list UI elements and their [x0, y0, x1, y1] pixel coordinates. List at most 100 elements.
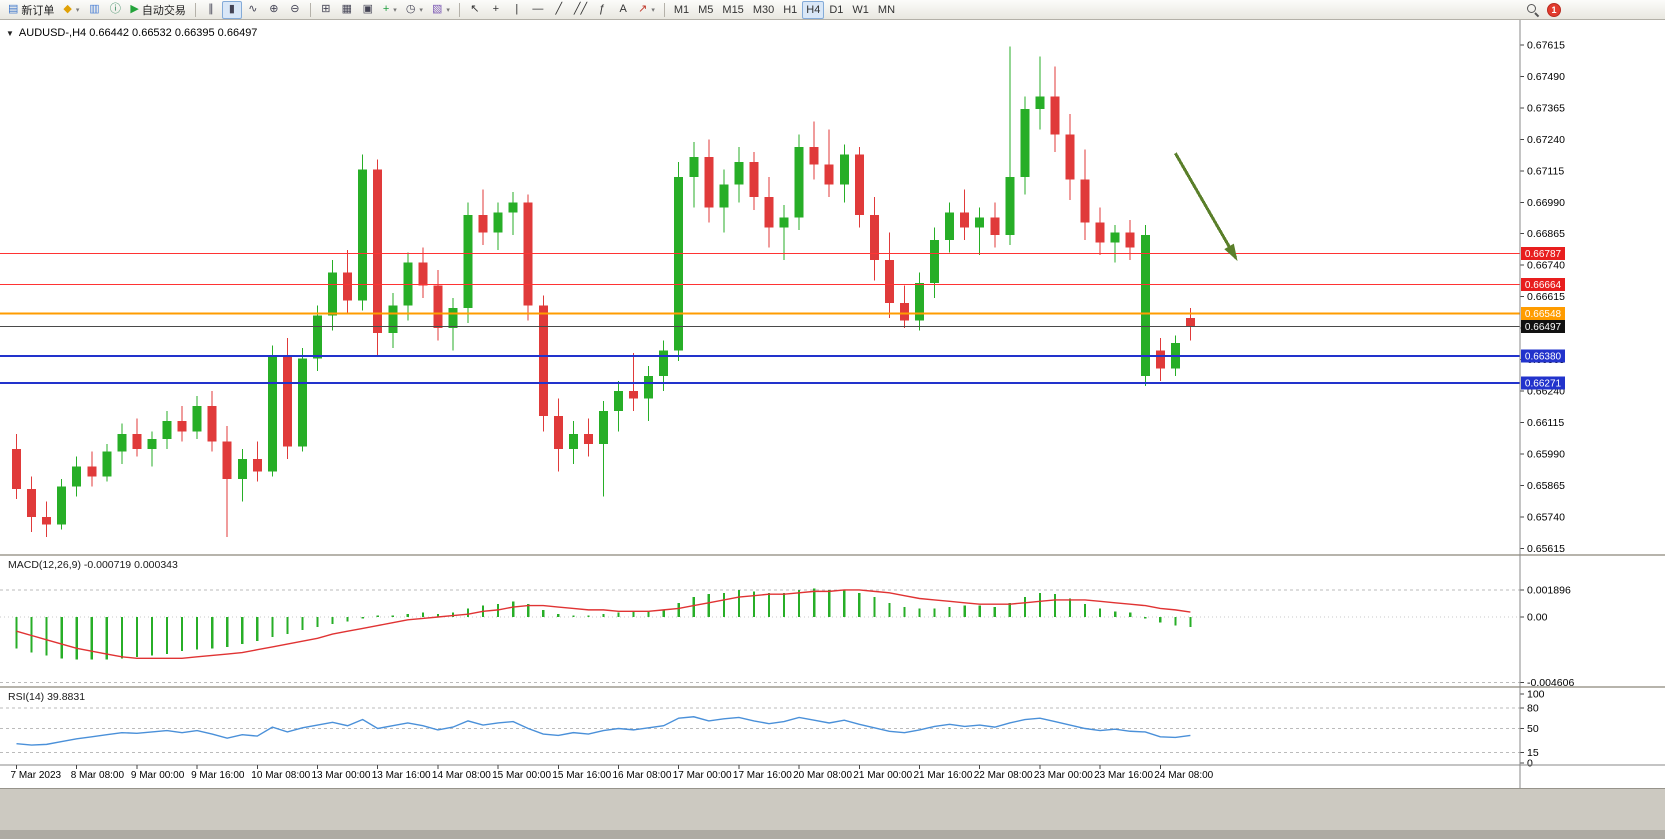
channel-tool-button[interactable]: ╱╱: [570, 1, 591, 19]
auto-arrange-button[interactable]: ▦: [337, 1, 357, 19]
candle: [222, 426, 232, 537]
time-axis-label: 16 Mar 08:00: [613, 770, 672, 781]
candle: [538, 295, 548, 432]
data-window-button[interactable]: ⓘ: [105, 1, 125, 19]
zoom-out-button[interactable]: ⊖: [285, 1, 305, 19]
timeframe-d1[interactable]: D1: [825, 1, 847, 19]
toolbar-separator: [663, 2, 665, 17]
price-axis-label: 0.66865: [1527, 228, 1565, 240]
chevron-down-icon: ▾: [393, 6, 397, 14]
time-axis-label: 23 Mar 00:00: [1034, 770, 1093, 781]
vertical-line-tool-icon: |: [515, 3, 519, 15]
bar-chart-button[interactable]: ∥: [201, 1, 221, 19]
chart-profiles-icon: ◆: [63, 3, 72, 15]
vertical-line-tool-button[interactable]: |: [507, 1, 527, 19]
candle: [809, 121, 819, 180]
new-order-button[interactable]: ▤ 新订单: [4, 1, 58, 19]
candle: [523, 194, 533, 321]
price-axis-label: 0.67240: [1527, 134, 1565, 146]
price-axis-label: 0.66115: [1527, 417, 1564, 429]
time-axis-label: 8 Mar 08:00: [71, 770, 125, 781]
time-axis-label: 15 Mar 00:00: [492, 770, 551, 781]
rsi-line: [16, 716, 1191, 746]
search-icon[interactable]: [1526, 3, 1539, 16]
candle: [975, 207, 985, 256]
price-badge-label: 0.66787: [1525, 249, 1562, 260]
line-chart-button[interactable]: ∿: [243, 1, 263, 19]
panel-separator[interactable]: [0, 554, 1665, 556]
candle: [373, 159, 383, 356]
timeframe-mn[interactable]: MN: [874, 1, 899, 19]
candle: [1080, 149, 1090, 241]
timeframe-m15[interactable]: M15: [718, 1, 747, 19]
candle: [598, 401, 608, 497]
window-edge: [0, 830, 1665, 839]
timeframe-m30[interactable]: M30: [749, 1, 778, 19]
candlestick-chart-button[interactable]: ▮: [221, 0, 242, 19]
cursor-tool-button[interactable]: ↖: [465, 1, 485, 19]
horizontal-line-tool-icon: —: [532, 3, 544, 15]
horizontal-line-tool-button[interactable]: —: [528, 1, 548, 19]
candle: [1110, 224, 1120, 263]
candle: [990, 202, 1000, 248]
candle: [508, 192, 518, 235]
trendline-tool-button[interactable]: ╱: [549, 1, 569, 19]
candle: [839, 144, 849, 203]
candle: [704, 139, 714, 223]
candle: [1020, 96, 1030, 195]
rsi-axis-label: 15: [1527, 747, 1539, 759]
indicators-icon: +: [382, 3, 390, 15]
crosshair-tool-icon: +: [492, 3, 500, 15]
macd-axis-label: 0.001896: [1527, 585, 1571, 597]
candle: [854, 146, 864, 228]
price-axis-label: 0.67490: [1527, 71, 1565, 83]
chart-menu-icon[interactable]: ▼: [6, 28, 14, 38]
market-watch-button[interactable]: ▥: [84, 1, 104, 19]
time-axis-label: 13 Mar 00:00: [312, 770, 371, 781]
crosshair-tool-button[interactable]: +: [486, 1, 506, 19]
candle: [87, 451, 97, 487]
trend-arrow-annotation[interactable]: [1174, 152, 1238, 262]
chart-shift-icon: ▣: [362, 3, 374, 15]
timeframe-w1[interactable]: W1: [848, 1, 873, 19]
candle: [328, 260, 338, 331]
zoom-in-button[interactable]: ⊕: [264, 1, 284, 19]
chart-profiles-button[interactable]: ◆ ▾: [59, 1, 83, 19]
price-badge: [1521, 376, 1565, 390]
price-axis-label: 0.65990: [1527, 448, 1565, 460]
candle: [433, 270, 443, 341]
candle: [689, 141, 699, 208]
data-window-icon: ⓘ: [109, 3, 121, 15]
periods-button[interactable]: ◷ ▾: [402, 1, 427, 19]
autotrading-button[interactable]: ▶ 自动交易: [126, 1, 189, 19]
autotrading-icon: ▶: [130, 3, 139, 15]
timeframe-m1[interactable]: M1: [670, 1, 693, 19]
indicators-button[interactable]: + ▾: [379, 1, 401, 19]
rsi-axis-label: 100: [1527, 689, 1545, 701]
rsi-axis-label: 50: [1527, 723, 1539, 735]
timeframe-m5[interactable]: M5: [694, 1, 717, 19]
chart-title: ▼ AUDUSD-,H4 0.66442 0.66532 0.66395 0.6…: [6, 27, 257, 39]
chart-title-text: AUDUSD-,H4 0.66442 0.66532 0.66395 0.664…: [18, 27, 258, 39]
candle: [1155, 338, 1165, 381]
price-badge-label: 0.66497: [1525, 322, 1562, 333]
candle: [42, 501, 52, 537]
notification-badge[interactable]: 1: [1547, 2, 1561, 17]
price-badge: [1521, 319, 1565, 333]
panel-separator[interactable]: [0, 686, 1665, 688]
templates-button[interactable]: ▧ ▾: [428, 1, 454, 19]
tile-windows-button[interactable]: ⊞: [316, 1, 336, 19]
price-badge: [1521, 246, 1565, 260]
fibonacci-tool-button[interactable]: ƒ: [592, 1, 612, 19]
timeframe-h1[interactable]: H1: [779, 1, 801, 19]
channel-tool-icon: ╱╱: [573, 3, 588, 15]
text-tool-button[interactable]: A: [613, 1, 633, 19]
candle: [177, 406, 187, 442]
chart-canvas[interactable]: 0.67615 0.67490 0.67365 0.67240 0.67115 0.669…: [0, 20, 1665, 788]
candle: [794, 134, 804, 230]
arrows-tool-button[interactable]: ↗ ▾: [634, 1, 659, 19]
timeframe-h4[interactable]: H4: [802, 0, 825, 19]
auto-arrange-icon: ▦: [341, 3, 353, 15]
price-axis-label: 0.67115: [1527, 165, 1564, 177]
chart-shift-button[interactable]: ▣: [358, 1, 378, 19]
